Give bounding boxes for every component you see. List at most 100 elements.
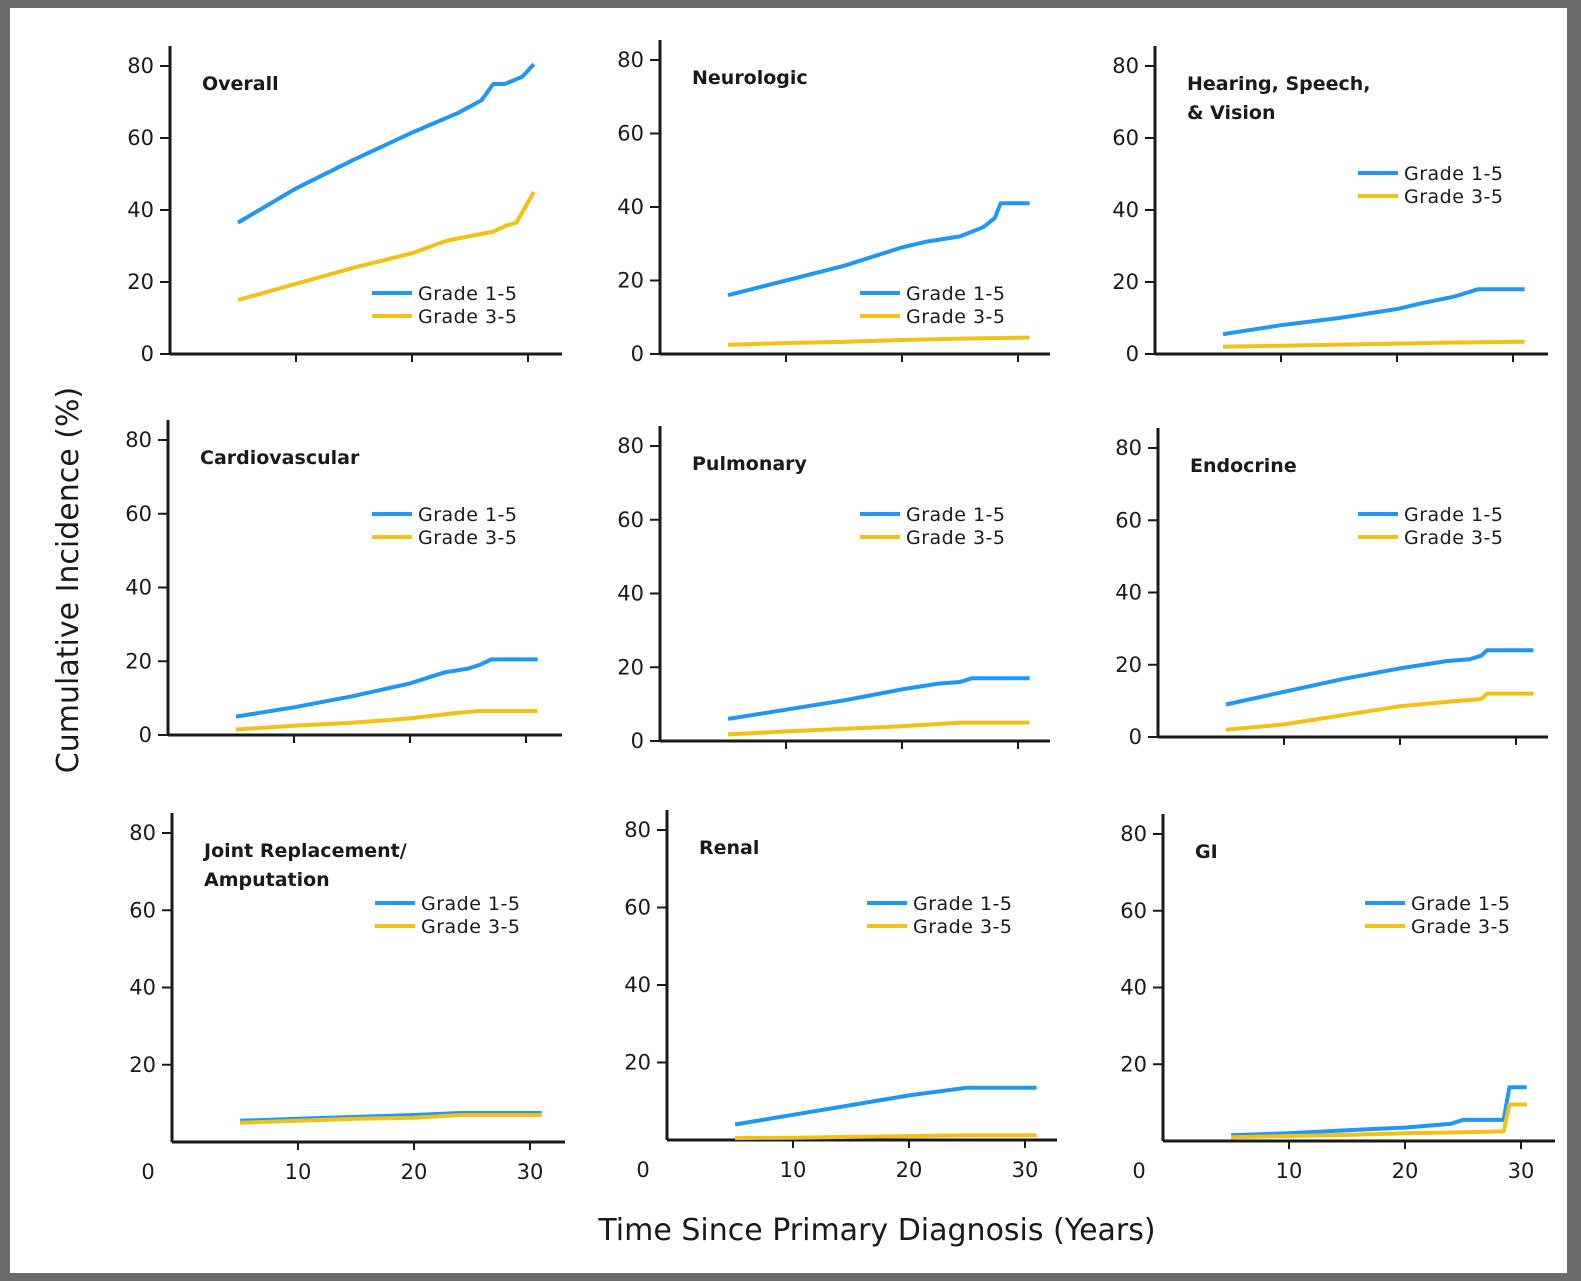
series-line-grade-1-5: [1222, 287, 1525, 337]
legend-label: Grade 1-5: [421, 893, 521, 915]
legend-label: Grade 1-5: [906, 504, 1006, 526]
y-tick-label: 0: [139, 723, 152, 747]
legend-label: Grade 3-5: [1404, 186, 1504, 208]
y-tick-label: 20: [129, 1053, 156, 1077]
panel-title: Hearing, Speech,: [1187, 73, 1371, 95]
panel-title: Renal: [699, 837, 759, 859]
y-tick-label: 60: [129, 898, 156, 922]
y-tick-label: 20: [125, 649, 152, 673]
series-line-grade-1-5: [727, 676, 1030, 721]
small-multiples-chart: Cumulative Incidence (%) Time Since Prim…: [51, 40, 1555, 1248]
y-tick-label: 40: [127, 198, 154, 222]
x-tick-label: 0: [1132, 1159, 1145, 1183]
series-line-grade-1-5: [235, 657, 538, 719]
panel-title: Neurologic: [692, 67, 808, 89]
legend-label: Grade 3-5: [1404, 527, 1504, 549]
x-tick-label: 10: [780, 1158, 807, 1182]
y-tick-label: 80: [1115, 436, 1142, 460]
series-line-grade-3-5: [239, 1113, 542, 1125]
panel-title: Overall: [202, 73, 279, 95]
y-tick-label: 80: [1120, 822, 1147, 846]
y-tick-label: 20: [617, 269, 644, 293]
legend-label: Grade 1-5: [1404, 504, 1504, 526]
y-axis-title: Cumulative Incidence (%): [51, 387, 86, 773]
legend-label: Grade 3-5: [418, 527, 518, 549]
legend-label: Grade 3-5: [421, 916, 521, 938]
y-tick-label: 20: [1115, 653, 1142, 677]
y-tick-label: 0: [631, 342, 644, 366]
x-tick-label: 10: [1276, 1159, 1303, 1183]
series-line-grade-3-5: [235, 709, 538, 732]
y-tick-label: 80: [129, 821, 156, 845]
y-tick-label: 20: [617, 655, 644, 679]
series-line-grade-3-5: [727, 335, 1030, 347]
x-tick-label: 30: [1508, 1159, 1535, 1183]
series-line-grade-1-5: [1230, 1085, 1527, 1138]
y-tick-label: 80: [617, 48, 644, 72]
x-tick-label: 0: [636, 1158, 649, 1182]
series-line-grade-1-5: [727, 201, 1030, 298]
y-tick-label: 60: [617, 122, 644, 146]
x-tick-label: 30: [1012, 1158, 1039, 1182]
series-line-grade-3-5: [1225, 691, 1534, 732]
legend-label: Grade 1-5: [1404, 163, 1504, 185]
y-tick-label: 0: [141, 342, 154, 366]
legend-label: Grade 1-5: [1411, 893, 1511, 915]
y-tick-label: 60: [624, 896, 651, 920]
x-tick-label: 20: [896, 1158, 923, 1182]
y-tick-label: 20: [1112, 270, 1139, 294]
x-tick-label: 0: [141, 1160, 154, 1184]
y-tick-label: 40: [129, 976, 156, 1000]
panel-7: 20 40 60 80 0 10 20 30 Joint Replacement/Amputat…: [129, 813, 565, 1184]
series-line-grade-3-5: [1222, 339, 1525, 349]
series-line-grade-3-5: [734, 1133, 1037, 1141]
figure: Cumulative Incidence (%) Time Since Prim…: [10, 8, 1567, 1273]
y-tick-label: 40: [617, 195, 644, 219]
y-tick-label: 0: [1126, 342, 1139, 366]
y-tick-label: 60: [617, 508, 644, 532]
panel-title: Joint Replacement/: [202, 840, 407, 862]
y-tick-label: 40: [624, 973, 651, 997]
legend-label: Grade 3-5: [418, 306, 518, 328]
legend-label: Grade 1-5: [418, 283, 518, 305]
legend-label: Grade 3-5: [1411, 916, 1511, 938]
y-tick-label: 80: [624, 818, 651, 842]
y-tick-label: 40: [1120, 976, 1147, 1000]
panel-title: GI: [1195, 841, 1218, 863]
y-tick-label: 40: [1112, 198, 1139, 222]
y-tick-label: 80: [127, 54, 154, 78]
x-tick-label: 30: [517, 1160, 544, 1184]
y-tick-label: 60: [1120, 899, 1147, 923]
x-tick-label: 20: [401, 1160, 428, 1184]
panel-3: 0 20 40 60 80 Hearing, Speech, & Vision Grade 1…: [1112, 46, 1548, 366]
series-line-grade-3-5: [237, 191, 536, 302]
y-tick-label: 20: [1120, 1052, 1147, 1076]
panel-title: & Vision: [1187, 102, 1275, 124]
y-tick-label: 20: [127, 270, 154, 294]
y-tick-label: 40: [1115, 581, 1142, 605]
y-tick-label: 80: [617, 434, 644, 458]
series-line-grade-1-5: [734, 1085, 1037, 1127]
series-line-grade-3-5: [727, 720, 1030, 737]
y-tick-label: 0: [1129, 725, 1142, 749]
y-tick-label: 40: [125, 576, 152, 600]
y-tick-label: 80: [125, 428, 152, 452]
y-tick-label: 60: [127, 126, 154, 150]
y-tick-label: 80: [1112, 54, 1139, 78]
y-tick-label: 20: [624, 1051, 651, 1075]
legend-label: Grade 1-5: [418, 504, 518, 526]
series-line-grade-1-5: [1225, 648, 1534, 707]
series-line-grade-3-5: [1230, 1102, 1527, 1140]
panel-title: Pulmonary: [692, 453, 808, 475]
panel-title: Endocrine: [1190, 455, 1297, 477]
panel-title: Cardiovascular: [200, 447, 360, 469]
x-axis-title: Time Since Primary Diagnosis (Years): [597, 1213, 1155, 1248]
panel-title: Amputation: [204, 869, 330, 891]
x-tick-label: 20: [1392, 1159, 1419, 1183]
series-line-grade-1-5: [236, 62, 536, 225]
